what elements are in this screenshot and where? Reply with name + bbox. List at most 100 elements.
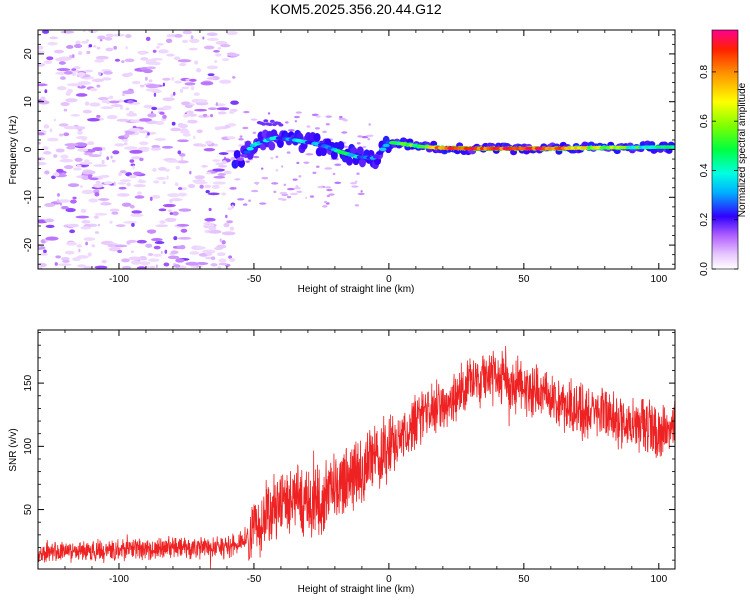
noise-blob bbox=[223, 222, 230, 228]
noise-blob bbox=[63, 70, 73, 75]
noise-blob bbox=[303, 161, 310, 164]
noise-blob bbox=[231, 204, 234, 209]
noise-blob bbox=[69, 229, 76, 234]
noise-blob bbox=[281, 193, 289, 197]
y-tick-label: -10 bbox=[23, 190, 34, 205]
noise-blob bbox=[315, 115, 321, 118]
noise-blob bbox=[129, 174, 137, 179]
noise-blob bbox=[118, 186, 127, 190]
noise-blob bbox=[64, 250, 75, 255]
noise-blob bbox=[145, 66, 157, 70]
x-tick-label: 50 bbox=[518, 574, 530, 585]
noise-blob bbox=[334, 181, 342, 184]
ridge-core bbox=[670, 145, 675, 149]
noise-blob bbox=[237, 198, 245, 201]
noise-blob bbox=[164, 217, 177, 222]
noise-blob bbox=[179, 153, 186, 157]
noise-blob bbox=[162, 114, 167, 119]
x-tick-label: -50 bbox=[247, 574, 262, 585]
noise-blob bbox=[210, 263, 218, 267]
noise-blob bbox=[110, 155, 113, 159]
noise-blob bbox=[81, 189, 94, 195]
noise-blob bbox=[190, 86, 195, 91]
noise-blob bbox=[332, 172, 336, 176]
noise-blob bbox=[63, 126, 77, 130]
noise-blob bbox=[82, 30, 86, 33]
noise-blob bbox=[147, 253, 154, 256]
noise-blob bbox=[111, 211, 119, 215]
noise-blob bbox=[208, 226, 217, 231]
noise-blob bbox=[357, 135, 363, 138]
noise-blob bbox=[96, 84, 101, 88]
noise-blob bbox=[59, 158, 74, 163]
noise-blob bbox=[239, 135, 243, 138]
noise-blob bbox=[189, 251, 200, 255]
noise-blob bbox=[208, 229, 222, 234]
noise-blob bbox=[152, 167, 157, 172]
noise-blob bbox=[252, 155, 260, 159]
noise-blob bbox=[38, 132, 45, 136]
noise-blob bbox=[163, 262, 170, 267]
noise-blob bbox=[286, 151, 291, 154]
noise-blob bbox=[271, 182, 279, 185]
noise-blob bbox=[317, 185, 324, 189]
noise-blob bbox=[148, 258, 160, 262]
noise-blob bbox=[65, 98, 78, 103]
noise-blob bbox=[55, 255, 62, 259]
noise-blob bbox=[100, 106, 114, 110]
noise-blob bbox=[250, 189, 259, 193]
noise-blob bbox=[226, 31, 238, 36]
noise-blob bbox=[334, 163, 342, 166]
noise-blob bbox=[187, 113, 198, 117]
noise-blob bbox=[211, 184, 220, 189]
noise-blob bbox=[94, 59, 105, 63]
noise-blob bbox=[367, 137, 371, 141]
noise-blob bbox=[91, 78, 105, 83]
noise-blob bbox=[198, 144, 207, 147]
noise-blob bbox=[138, 130, 150, 134]
noise-blob bbox=[66, 241, 77, 246]
noise-blob bbox=[116, 193, 130, 197]
noise-blob bbox=[38, 50, 45, 54]
noise-blob bbox=[212, 159, 221, 162]
ridge-halo bbox=[233, 149, 241, 159]
noise-blob bbox=[205, 190, 210, 194]
noise-blob bbox=[194, 175, 205, 180]
noise-blob bbox=[121, 202, 132, 207]
noise-blob bbox=[217, 266, 222, 269]
noise-blob bbox=[154, 241, 165, 245]
noise-blob bbox=[124, 130, 135, 135]
snr-series-line bbox=[38, 345, 675, 569]
noise-blob bbox=[154, 137, 167, 141]
noise-blob bbox=[176, 223, 190, 227]
noise-blob bbox=[203, 45, 215, 50]
noise-blob bbox=[43, 124, 50, 129]
noise-blob bbox=[130, 213, 144, 217]
noise-blob bbox=[114, 58, 121, 62]
noise-blob bbox=[200, 81, 214, 86]
x-tick-label: 0 bbox=[386, 574, 392, 585]
noise-blob bbox=[87, 117, 100, 122]
noise-blob bbox=[110, 104, 123, 107]
noise-blob bbox=[134, 195, 145, 199]
noise-blob bbox=[86, 50, 91, 55]
noise-blob bbox=[214, 127, 222, 130]
noise-blob bbox=[104, 36, 113, 41]
noise-blob bbox=[94, 212, 108, 216]
noise-blob bbox=[155, 264, 158, 269]
noise-blob bbox=[270, 157, 274, 160]
noise-blob bbox=[221, 58, 230, 62]
noise-blob bbox=[218, 262, 228, 266]
noise-blob bbox=[170, 93, 174, 98]
noise-blob bbox=[83, 152, 93, 156]
noise-blob bbox=[128, 72, 133, 77]
noise-blob bbox=[217, 46, 222, 50]
noise-blob bbox=[204, 217, 216, 222]
noise-blob bbox=[173, 245, 178, 249]
noise-blob bbox=[128, 110, 134, 114]
noise-blob bbox=[139, 118, 152, 122]
noise-blob bbox=[213, 143, 219, 147]
y-tick-label: -20 bbox=[23, 237, 34, 252]
noise-blob bbox=[95, 55, 109, 60]
noise-blob bbox=[152, 49, 157, 53]
